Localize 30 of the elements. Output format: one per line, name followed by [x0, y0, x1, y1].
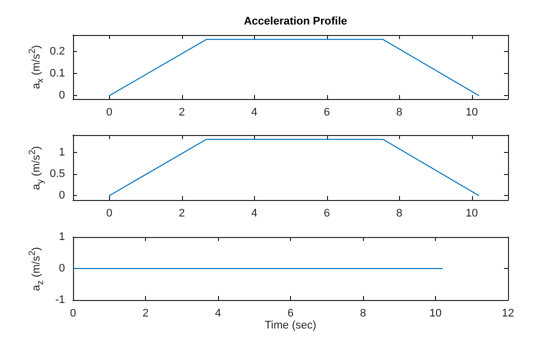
x-tick-label: 2 [178, 208, 185, 220]
y-tick-label: -1 [55, 294, 65, 306]
x-tick-label: 0 [106, 208, 112, 220]
x-tick-label: 4 [251, 106, 258, 118]
x-tick-label: 0 [106, 106, 112, 118]
x-axis-title: Time (sec) [264, 319, 316, 332]
x-tick-label: 0 [70, 308, 76, 320]
chart-title: Acceleration Profile [244, 16, 348, 28]
y-tick-label: 0 [58, 90, 65, 102]
x-tick-label: 8 [396, 208, 402, 220]
x-tick-label: 10 [429, 308, 442, 320]
y-tick-label: 1 [58, 146, 65, 158]
x-tick-label: 10 [466, 106, 478, 118]
y-tick-label: 0.1 [50, 68, 65, 80]
x-tick-label: 2 [142, 308, 149, 320]
y-tick-label: 0 [58, 190, 65, 202]
x-tick-label: 2 [178, 106, 185, 118]
y-tick-label: 1 [58, 231, 65, 243]
x-tick-label: 8 [360, 308, 366, 320]
y-tick-label: 0.2 [50, 46, 65, 58]
x-tick-label: 10 [466, 208, 478, 220]
x-tick-label: 4 [251, 208, 258, 220]
x-tick-label: 12 [502, 308, 514, 320]
x-tick-label: 4 [214, 308, 222, 320]
x-tick-label: 6 [287, 308, 294, 320]
x-tick-label: 6 [324, 208, 330, 220]
y-tick-label: 0.5 [50, 168, 65, 180]
y-tick-label: 0 [58, 262, 65, 274]
x-tick-label: 8 [396, 106, 402, 118]
x-tick-label: 6 [324, 106, 330, 118]
